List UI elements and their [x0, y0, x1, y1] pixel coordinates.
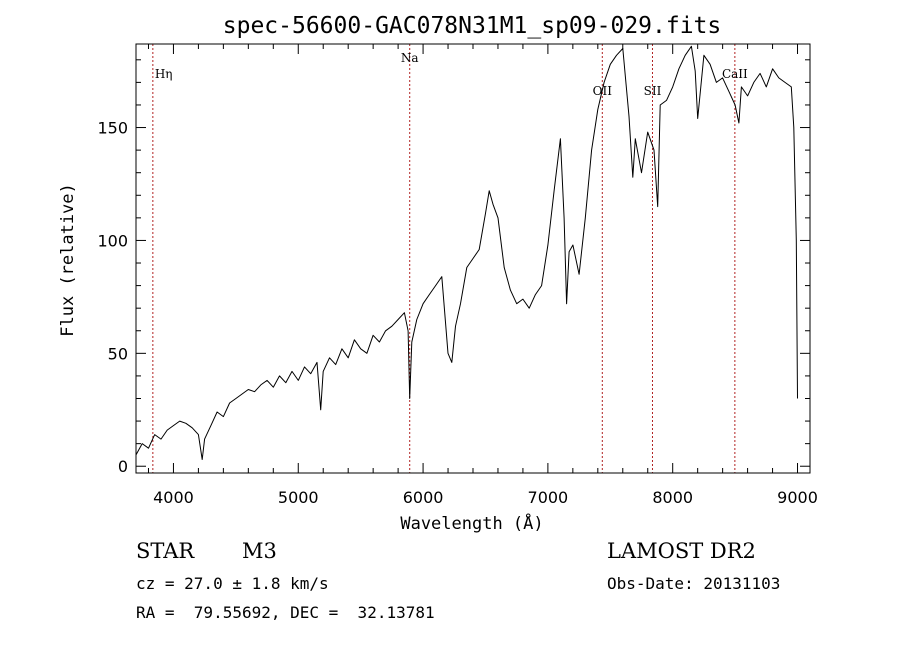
- y-tick-label: 0: [118, 457, 128, 476]
- object-class: STAR: [136, 539, 195, 563]
- spectral-line-label: Na: [401, 51, 419, 65]
- redshift-cz: cz = 27.0 ± 1.8 km/s: [136, 574, 329, 593]
- x-tick-label: 9000: [777, 488, 818, 507]
- obs-date: Obs-Date: 20131103: [607, 574, 781, 593]
- x-tick-label: 4000: [153, 488, 194, 507]
- spectral-line-label: SII: [644, 84, 662, 98]
- x-tick-label: 6000: [403, 488, 444, 507]
- y-axis-label: Flux (relative): [58, 183, 78, 337]
- x-tick-label: 8000: [652, 488, 693, 507]
- chart-title: spec-56600-GAC078N31M1_sp09-029.fits: [223, 13, 722, 39]
- axis-ticks: [136, 44, 810, 473]
- spectral-line-label: Hη: [155, 67, 173, 81]
- spectrum-series-line: [135, 45, 798, 460]
- y-tick-label: 100: [97, 231, 128, 250]
- x-tick-label: 7000: [528, 488, 569, 507]
- survey-name: LAMOST DR2: [607, 539, 756, 563]
- object-subclass: M3: [242, 539, 277, 563]
- y-tick-label: 50: [108, 344, 128, 363]
- x-tick-label: 5000: [278, 488, 319, 507]
- spectral-line-label: CaII: [722, 67, 748, 81]
- x-axis-label: Wavelength (Å): [400, 512, 543, 534]
- y-tick-label: 150: [97, 119, 128, 138]
- axis-tick-labels: 4000 5000 6000 7000 8000 9000 0 50 100 150: [97, 119, 817, 507]
- ra-dec: RA = 79.55692, DEC = 32.13781: [136, 603, 435, 622]
